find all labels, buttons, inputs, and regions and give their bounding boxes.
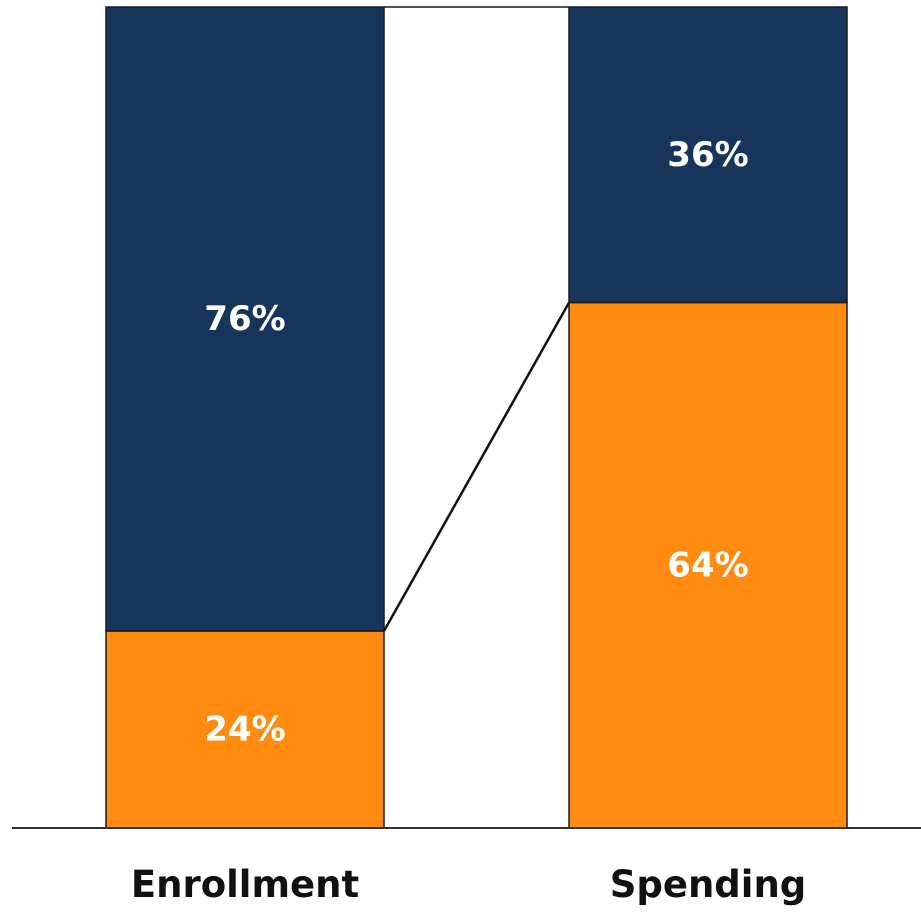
connector-line <box>382 301 571 632</box>
bar-segment-spending-1 <box>568 6 848 304</box>
labels-layer: 24% 76% 64% 36% <box>204 135 748 750</box>
data-label-spending-1: 36% <box>667 135 748 175</box>
data-label-spending-0: 64% <box>667 545 748 585</box>
category-labels: Enrollment Spending <box>131 863 806 906</box>
connector-layer <box>382 6 571 632</box>
data-label-enrollment-1: 76% <box>204 299 285 339</box>
category-label-enrollment: Enrollment <box>131 863 359 906</box>
bar-segment-enrollment-0 <box>105 630 385 829</box>
bar-segment-enrollment-1 <box>105 6 385 632</box>
bars-layer <box>105 6 848 829</box>
data-label-enrollment-0: 24% <box>204 709 285 749</box>
category-label-spending: Spending <box>610 863 807 906</box>
